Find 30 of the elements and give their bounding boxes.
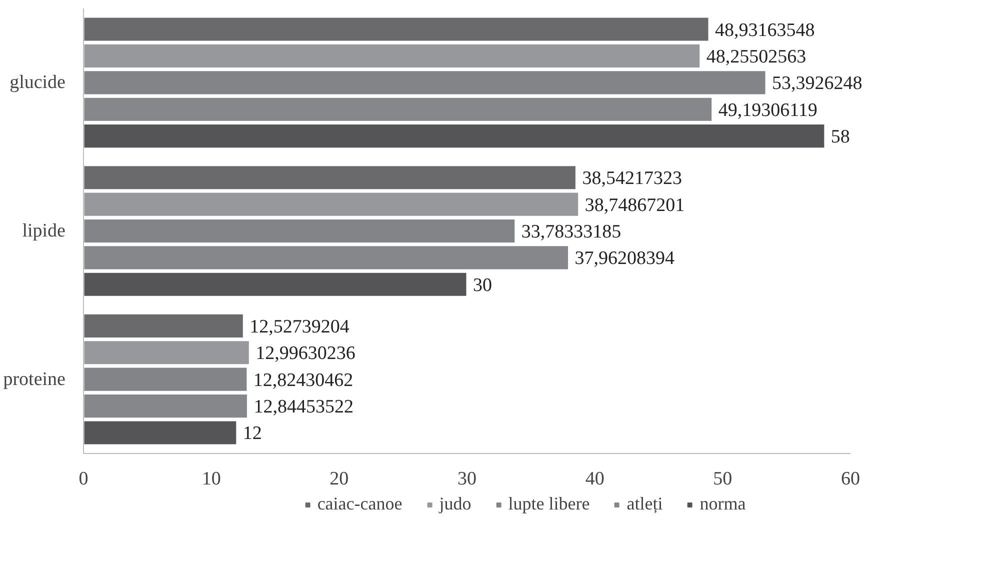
- data-label: 58: [830, 126, 850, 148]
- legend-label: atleți: [626, 494, 663, 514]
- data-label: 12: [242, 423, 262, 444]
- data-label: 30: [472, 274, 492, 296]
- data-label: 12,84453522: [254, 396, 354, 418]
- data-label: 38,54217323: [582, 168, 682, 190]
- data-label: 38,74867201: [584, 194, 685, 216]
- data-label: 48,93163548: [715, 20, 815, 41]
- data-label: 33,78333185: [521, 222, 622, 242]
- data-label: 48,25502563: [706, 46, 806, 68]
- x-tick-label: 50: [713, 468, 732, 490]
- legend-label: norma: [700, 494, 746, 514]
- y-tick-label: glucide: [10, 72, 66, 94]
- data-label: 53,3926248: [772, 73, 862, 94]
- x-tick-label: 10: [202, 468, 221, 490]
- data-label: 12,99630236: [256, 343, 356, 364]
- y-tick-label: lipide: [22, 220, 66, 242]
- legend-label: lupte libere: [508, 494, 590, 514]
- data-label: 12,52739204: [250, 316, 350, 338]
- legend-label: caiac-canoe: [317, 494, 402, 514]
- x-tick-label: 0: [78, 468, 88, 490]
- data-label: 37,96208394: [574, 248, 676, 270]
- x-tick-label: 30: [457, 468, 476, 490]
- x-tick-label: 20: [330, 468, 349, 490]
- legend-label: judo: [439, 494, 472, 514]
- y-tick-label: proteine: [3, 368, 66, 390]
- x-tick-label: 60: [840, 468, 860, 490]
- data-label: 49,19306119: [718, 100, 818, 121]
- data-label: 12,82430462: [253, 370, 354, 391]
- x-tick-label: 40: [585, 468, 604, 490]
